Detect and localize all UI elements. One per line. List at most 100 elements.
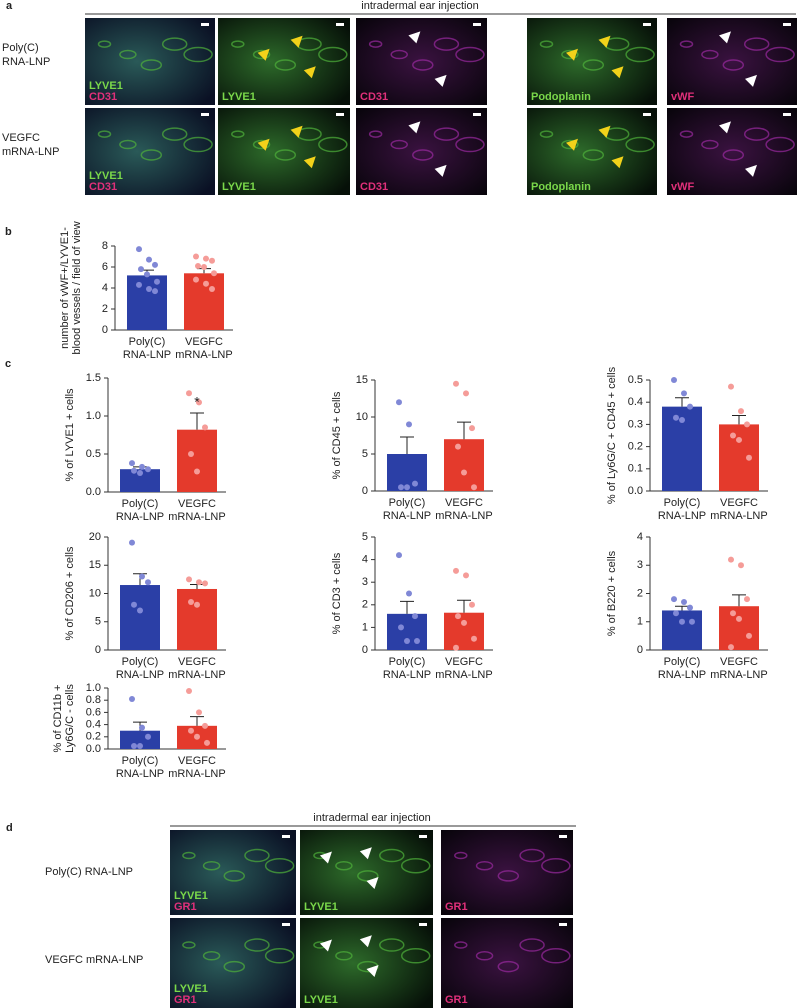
y-tick-label: 6: [102, 261, 108, 273]
y-tick-label: 10: [89, 587, 101, 599]
tissue: [335, 860, 353, 871]
tissue: [679, 130, 694, 138]
x-tick-label: VEGFC: [445, 656, 483, 668]
tissue: [264, 948, 295, 964]
data-point: [139, 724, 145, 731]
data-point: [453, 380, 459, 387]
data-point: [406, 421, 412, 428]
error-bar: [190, 583, 204, 589]
data-point: [154, 278, 160, 285]
bar: [120, 469, 160, 492]
y-tick-label: 4: [102, 282, 108, 294]
tissue: [497, 960, 520, 973]
data-point: [138, 266, 144, 273]
tissue: [722, 59, 745, 71]
bar: [662, 610, 702, 650]
arrowhead: [434, 74, 447, 87]
annotation: *: [194, 394, 200, 410]
x-tick-label: Poly(C): [122, 498, 159, 510]
data-point: [194, 601, 200, 608]
scale-bar: [336, 23, 344, 26]
data-point: [211, 270, 217, 277]
data-point: [471, 635, 477, 642]
data-point: [673, 414, 679, 421]
x-tick-label: RNA-LNP: [658, 669, 706, 681]
y-axis-label: % of CD206 + cells: [64, 546, 76, 640]
data-point: [679, 416, 685, 423]
row-label: VEGFC: [2, 132, 40, 144]
image-label: LYVE1: [89, 80, 123, 92]
bar: [719, 606, 759, 650]
data-point: [746, 454, 752, 461]
data-point: [412, 613, 418, 620]
error-bar: [675, 605, 689, 611]
image-label: LYVE1: [174, 983, 208, 995]
data-point: [730, 610, 736, 617]
data-point: [152, 288, 158, 295]
image-label: GR1: [174, 994, 197, 1006]
data-point: [188, 451, 194, 457]
bar: [387, 613, 427, 650]
arrowhead: [257, 138, 270, 151]
y-tick-label: 2: [102, 303, 108, 315]
tissue: [97, 40, 112, 48]
tissue: [412, 149, 434, 161]
data-point: [201, 264, 207, 270]
y-tick-label: 3: [637, 559, 643, 571]
data-point: [139, 573, 145, 580]
bar: [719, 424, 759, 491]
data-point: [461, 469, 467, 476]
tissue: [475, 951, 494, 961]
y-tick-label: 2: [362, 599, 368, 611]
arrowhead: [366, 965, 379, 977]
image-label: vWF: [671, 91, 695, 103]
x-tick-label: mRNA-LNP: [168, 669, 225, 681]
tissue: [368, 40, 383, 48]
data-point: [203, 255, 209, 262]
x-tick-label: Poly(C): [664, 656, 701, 668]
arrowhead: [745, 164, 757, 177]
tissue: [252, 49, 271, 60]
tissue: [454, 941, 468, 949]
y-tick-label: 3: [362, 576, 368, 588]
arrowhead: [366, 877, 379, 889]
y-axis-label: blood vessels / field of view: [71, 221, 83, 354]
y-tick-label: 15: [89, 559, 101, 571]
tissue: [223, 870, 246, 882]
x-tick-label: RNA-LNP: [383, 510, 431, 522]
data-point: [131, 742, 137, 749]
tissue: [368, 130, 383, 138]
data-point: [687, 604, 693, 611]
x-tick-label: VEGFC: [178, 498, 216, 510]
image-label: LYVE1: [89, 170, 123, 182]
scale-bar: [783, 113, 791, 116]
data-point: [129, 460, 135, 467]
image-label: LYVE1: [304, 901, 338, 913]
y-tick-label: 0: [102, 324, 108, 336]
tissue: [625, 136, 655, 153]
arrowhead: [719, 31, 731, 44]
data-point: [196, 399, 202, 406]
data-point: [145, 466, 151, 473]
scale-bar: [419, 923, 427, 926]
tissue: [519, 938, 545, 952]
data-point: [404, 637, 410, 644]
scale-bar: [643, 23, 651, 26]
y-tick-label: 1.5: [86, 372, 101, 384]
tissue: [264, 857, 295, 874]
arrowhead: [719, 121, 731, 134]
data-point: [463, 572, 469, 579]
panel-header: intradermal ear injection: [313, 812, 430, 824]
data-point: [152, 261, 158, 268]
tissue: [497, 870, 520, 882]
panel-label: c: [5, 358, 11, 370]
x-tick-label: mRNA-LNP: [435, 510, 492, 522]
tissue: [97, 130, 112, 138]
tissue: [119, 49, 137, 60]
arrowhead: [566, 138, 578, 151]
data-point: [136, 246, 142, 253]
tissue: [231, 40, 245, 48]
row-label: mRNA-LNP: [2, 146, 59, 158]
y-tick-label: 4: [362, 554, 368, 566]
